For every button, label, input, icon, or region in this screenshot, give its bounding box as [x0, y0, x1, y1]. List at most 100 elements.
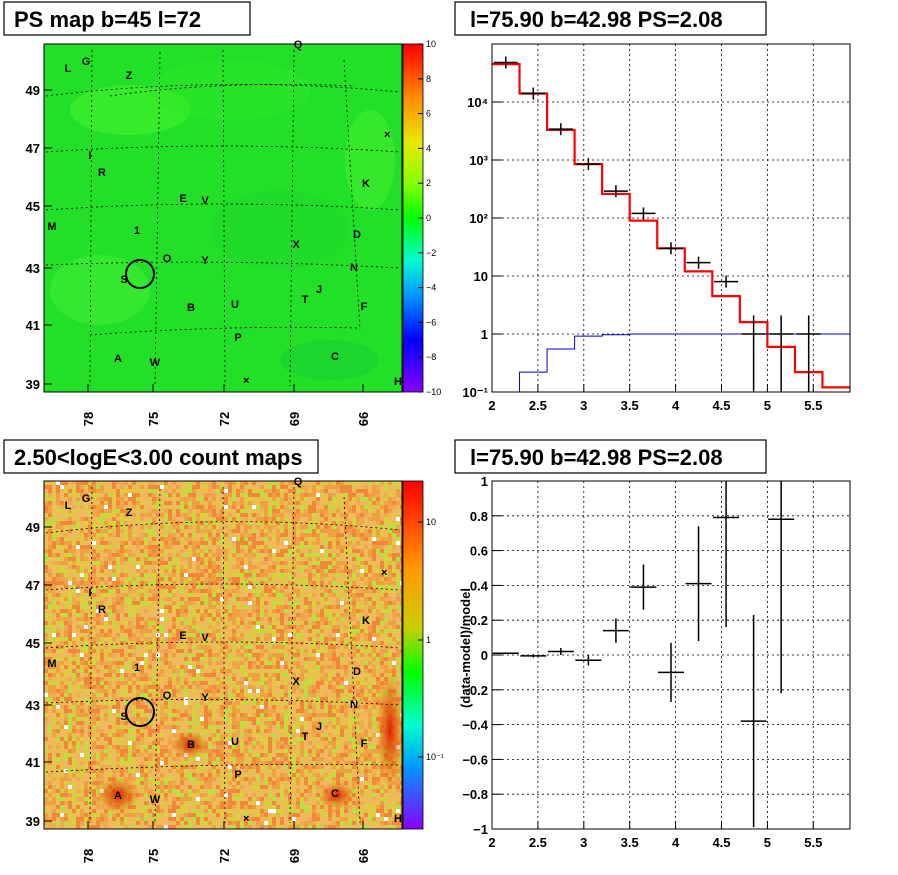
count-map-pixel: [300, 657, 304, 661]
count-map-pixel: [140, 525, 144, 529]
count-map-pixel: [232, 497, 236, 501]
count-map-pixel: [208, 605, 212, 609]
count-map-pixel: [368, 553, 372, 557]
count-map-pixel: [284, 649, 288, 653]
count-map-pixel: [316, 597, 320, 601]
count-map-pixel: [316, 605, 320, 609]
count-map-pixel: [368, 517, 372, 521]
count-map-pixel: [280, 585, 284, 589]
count-map-pixel: [304, 661, 308, 665]
count-map-pixel: [116, 649, 120, 653]
map-y-tick-label: 39: [26, 377, 40, 392]
count-map-pixel: [392, 605, 396, 609]
count-map-pixel: [56, 681, 60, 685]
count-map-pixel: [48, 557, 52, 561]
count-map-pixel: [372, 537, 376, 541]
count-map-pixel: [124, 649, 128, 653]
count-map-pixel: [368, 637, 372, 641]
count-map-pixel: [256, 581, 260, 585]
count-map-pixel: [248, 693, 252, 697]
count-map-pixel: [396, 609, 400, 613]
count-map-pixel: [280, 581, 284, 585]
count-map-pixel: [276, 573, 280, 577]
count-map-pixel: [92, 653, 96, 657]
count-map-pixel: [56, 609, 60, 613]
count-map-pixel: [160, 561, 164, 565]
count-map-pixel: [232, 537, 236, 541]
count-map-pixel: [304, 685, 308, 689]
count-map-pixel: [236, 529, 240, 533]
count-map-pixel: [260, 505, 264, 509]
count-map-pixel: [196, 577, 200, 581]
count-map-pixel: [116, 581, 120, 585]
count-map-pixel: [156, 481, 160, 485]
count-map-pixel: [72, 493, 76, 497]
count-map-pixel: [324, 657, 328, 661]
count-map-pixel: [320, 581, 324, 585]
count-map-pixel: [304, 509, 308, 513]
count-map-pixel: [260, 673, 264, 677]
count-map-pixel: [312, 493, 316, 497]
count-map-pixel: [368, 533, 372, 537]
count-map-pixel: [300, 541, 304, 545]
count-map-pixel: [364, 521, 368, 525]
count-map-pixel: [272, 677, 276, 681]
count-map-pixel: [348, 501, 352, 505]
count-map-pixel: [256, 557, 260, 561]
count-map-pixel: [296, 577, 300, 581]
count-map-pixel: [392, 513, 396, 517]
count-map-pixel: [204, 529, 208, 533]
count-map-pixel: [360, 661, 364, 665]
count-map-pixel: [268, 533, 272, 537]
count-map-pixel: [288, 633, 292, 637]
count-map-pixel: [352, 573, 356, 577]
count-map-pixel: [64, 541, 68, 545]
count-map-pixel: [124, 665, 128, 669]
count-map-pixel: [224, 561, 228, 565]
count-map-pixel: [384, 653, 388, 657]
count-map-pixel: [128, 557, 132, 561]
count-map-pixel: [352, 681, 356, 685]
count-map-pixel: [292, 641, 296, 645]
count-map-pixel: [92, 689, 96, 693]
count-map-pixel: [232, 613, 236, 617]
spectrum-x-tick-label: 4: [672, 398, 680, 413]
count-map-pixel: [124, 501, 128, 505]
count-map-pixel: [56, 585, 60, 589]
count-map-pixel: [200, 661, 204, 665]
count-map-pixel: [196, 585, 200, 589]
count-map-pixel: [320, 689, 324, 693]
count-map-pixel: [236, 613, 240, 617]
count-map-pixel: [120, 657, 124, 661]
count-map-pixel: [104, 493, 108, 497]
count-map-pixel: [316, 493, 320, 497]
count-map-pixel: [364, 593, 368, 597]
count-map-pixel: [72, 485, 76, 489]
count-map-pixel: [364, 549, 368, 553]
count-map-pixel: [152, 569, 156, 573]
count-map-pixel: [236, 597, 240, 601]
count-map-pixel: [124, 485, 128, 489]
count-map-pixel: [388, 625, 392, 629]
count-map-pixel: [72, 657, 76, 661]
count-map-pixel: [280, 557, 284, 561]
count-map-pixel: [368, 485, 372, 489]
count-map-pixel: [356, 565, 360, 569]
count-map-pixel: [272, 569, 276, 573]
count-map-pixel: [88, 613, 92, 617]
count-map-pixel: [276, 545, 280, 549]
count-map-pixel: [288, 685, 292, 689]
count-map-pixel: [204, 617, 208, 621]
count-map-pixel: [208, 521, 212, 525]
count-map-pixel: [312, 509, 316, 513]
count-map-pixel: [332, 625, 336, 629]
count-map-pixel: [300, 593, 304, 597]
count-map-pixel: [232, 517, 236, 521]
count-map-pixel: [108, 641, 112, 645]
count-map-pixel: [132, 569, 136, 573]
count-map-pixel: [168, 669, 172, 673]
count-map-pixel: [244, 513, 248, 517]
count-map-pixel: [164, 549, 168, 553]
count-map-pixel: [176, 597, 180, 601]
count-map-pixel: [240, 549, 244, 553]
